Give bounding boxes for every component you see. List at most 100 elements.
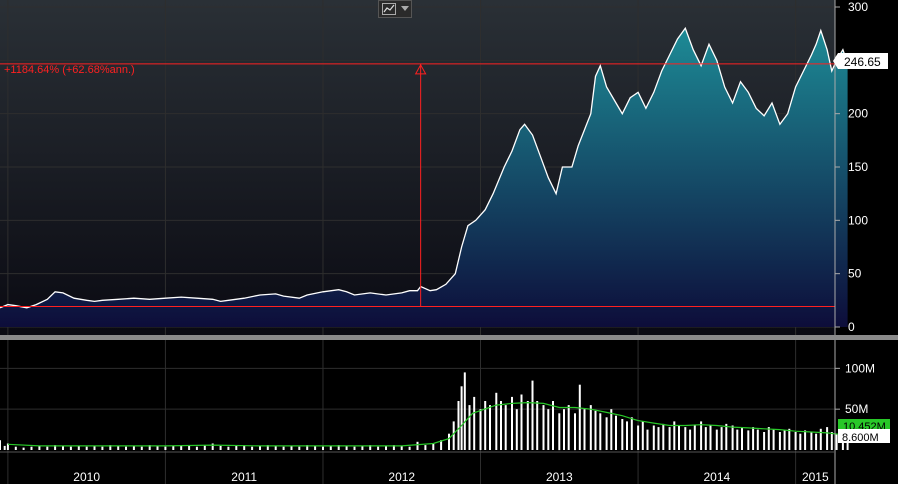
year-label: 2012 <box>388 470 415 484</box>
price-tick-label: 100 <box>848 213 868 227</box>
volume-bars <box>0 372 849 451</box>
volume-bar <box>630 417 633 450</box>
volume-tick-label: 100M <box>845 361 875 375</box>
volume-bar <box>274 445 277 450</box>
year-label: 2010 <box>73 470 100 484</box>
volume-bar <box>400 445 403 450</box>
volume-bar <box>536 401 539 450</box>
volume-bar <box>511 396 513 450</box>
volume-bar <box>22 447 25 450</box>
chevron-down-icon[interactable] <box>401 6 409 11</box>
volume-bar <box>140 446 143 450</box>
volume-bar <box>266 445 269 450</box>
line-chart-icon[interactable] <box>382 3 396 15</box>
volume-bar <box>259 445 261 450</box>
volume-bar <box>392 445 395 450</box>
volume-bar <box>109 445 112 450</box>
volume-bar <box>531 380 534 450</box>
volume-bar <box>290 445 293 450</box>
price-tick-label: 0 <box>848 320 855 334</box>
x-axis: 2010 2011 2012 2013 2014 2015 <box>0 451 835 484</box>
volume-bar <box>117 445 120 450</box>
volume-bar <box>605 417 608 450</box>
volume-bar <box>30 446 33 450</box>
volume-bar <box>767 427 770 450</box>
volume-bar <box>235 445 238 450</box>
volume-bar <box>741 427 743 450</box>
volume-bar <box>819 428 822 450</box>
volume-bar <box>337 445 340 450</box>
volume-bar <box>345 445 348 450</box>
volume-bar <box>794 432 797 450</box>
volume-bar <box>578 384 581 450</box>
volume-bar <box>322 446 324 450</box>
volume-bar <box>720 427 723 450</box>
volume-bar <box>188 445 191 450</box>
volume-bar <box>810 432 813 450</box>
volume-bar <box>830 432 833 450</box>
volume-bar <box>479 409 482 450</box>
volume-bar <box>195 446 198 450</box>
volume-bar <box>693 425 696 450</box>
volume-bar <box>646 429 649 450</box>
volume-bar <box>211 443 214 450</box>
year-label: 2013 <box>546 470 573 484</box>
volume-bar <box>227 446 230 450</box>
volume-bar <box>826 427 829 450</box>
volume-bar <box>621 419 624 450</box>
volume-bar <box>463 372 466 450</box>
volume-bar <box>329 445 332 450</box>
volume-bar <box>700 421 703 450</box>
volume-bar <box>752 427 755 450</box>
volume-bar <box>219 445 222 450</box>
volume-bar <box>473 396 476 450</box>
volume-bar <box>815 433 818 450</box>
volume-bar <box>547 409 550 450</box>
volume-bar <box>408 446 411 450</box>
volume-bar <box>77 445 80 450</box>
chart-type-toolbar[interactable] <box>378 0 412 18</box>
volume-bar <box>203 445 206 450</box>
volume-bar <box>799 433 802 450</box>
volume-bar <box>515 409 518 450</box>
volume-ma-line <box>7 401 848 447</box>
volume-bar <box>574 413 576 451</box>
volume-last-tags: 10.452M 8.600M <box>838 419 890 444</box>
volume-bar <box>610 409 613 450</box>
volume-bar <box>314 445 317 450</box>
volume-bar <box>684 427 687 450</box>
volume-bar <box>489 405 491 450</box>
volume-bar <box>416 441 419 450</box>
volume-bar <box>558 413 561 451</box>
volume-bar <box>440 440 443 450</box>
panel-divider[interactable] <box>0 335 898 340</box>
volume-bar <box>736 429 739 450</box>
volume-bar <box>243 445 246 450</box>
volume-bar <box>763 432 766 450</box>
volume-bar <box>369 445 372 450</box>
volume-bar <box>788 428 791 450</box>
volume-bar <box>673 421 676 450</box>
volume-bar <box>772 429 775 450</box>
volume-bar <box>448 433 450 450</box>
price-tick-label: 50 <box>848 267 862 281</box>
volume-bar <box>282 446 285 450</box>
volume-bar <box>148 445 151 450</box>
volume-panel-background <box>0 340 835 450</box>
volume-bar <box>298 446 301 450</box>
volume-bar <box>756 429 759 450</box>
volume-bar <box>457 401 460 450</box>
volume-bar <box>251 446 254 450</box>
volume-bar <box>93 445 96 450</box>
volume-bar <box>164 446 167 450</box>
year-label: 2015 <box>802 470 829 484</box>
volume-bar <box>125 446 127 450</box>
year-label: 2014 <box>703 470 730 484</box>
volume-bar <box>432 443 435 450</box>
volume-bar <box>38 445 41 450</box>
volume-bar <box>69 446 72 450</box>
volume-bar <box>689 429 692 450</box>
price-tick-label: 150 <box>848 160 868 174</box>
price-tick-label: 200 <box>848 107 868 121</box>
